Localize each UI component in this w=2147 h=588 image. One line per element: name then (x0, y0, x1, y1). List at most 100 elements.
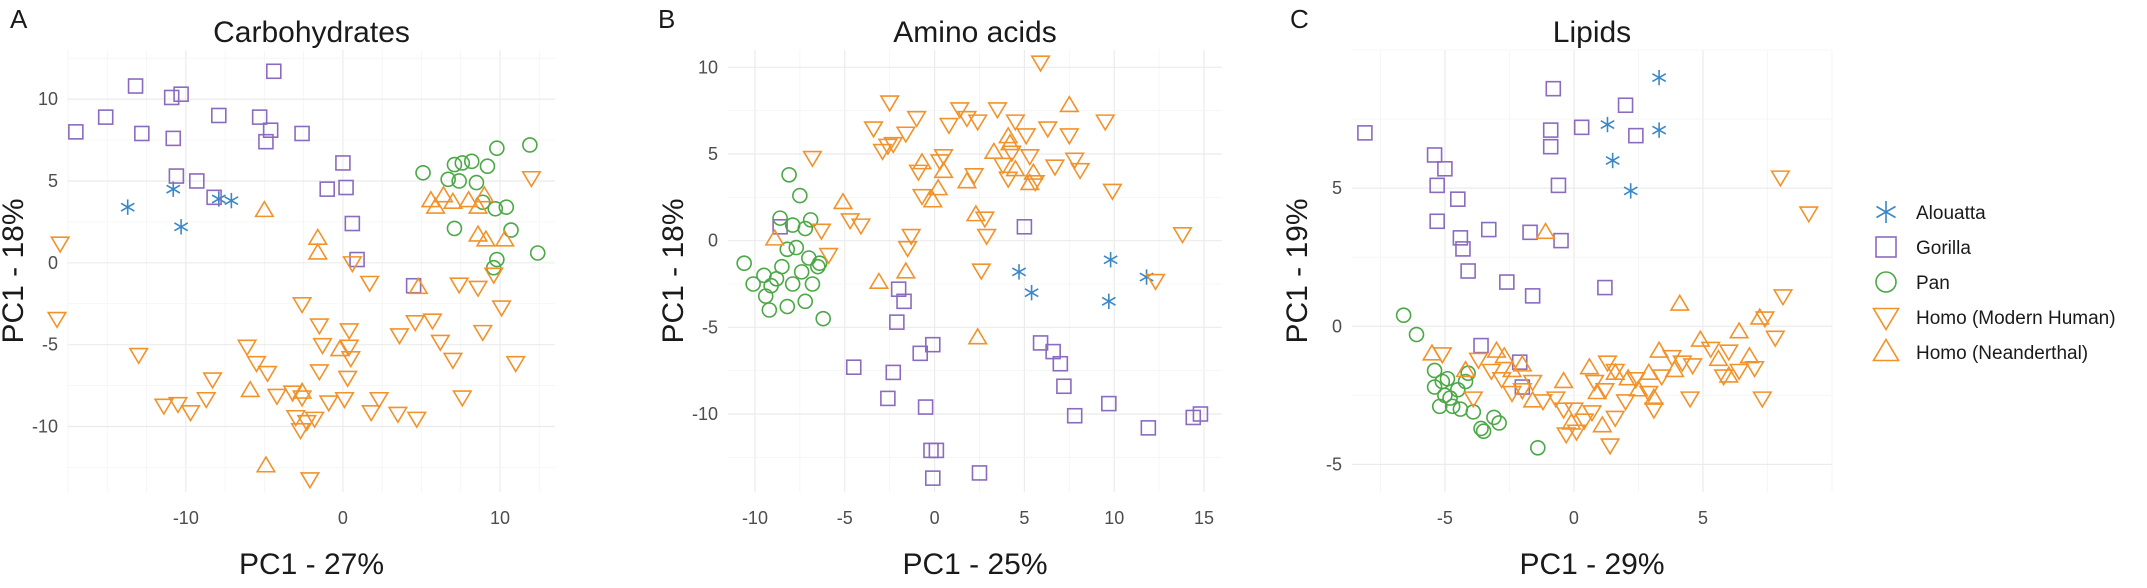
y-tick-label: 0 (1332, 316, 1342, 336)
point-homo-neanderthal (240, 380, 261, 398)
point-homo-modern-human (290, 423, 311, 441)
point-pan (1439, 370, 1456, 387)
point-homo-modern-human (811, 223, 832, 241)
point-gorilla (1617, 97, 1634, 114)
point-homo-modern-human (998, 171, 1019, 189)
point-pan (1475, 423, 1492, 440)
point-gorilla (1460, 263, 1476, 279)
point-gorilla (1192, 406, 1209, 422)
point-homo-neanderthal (764, 228, 785, 246)
point-gorilla (1455, 241, 1471, 257)
panel-title: Amino acids (893, 16, 1056, 49)
point-pan (756, 267, 772, 284)
y-tick-label: -5 (42, 335, 58, 355)
point-homo-modern-human (449, 277, 470, 295)
point-pan (522, 137, 538, 153)
panel-title: Lipids (1553, 16, 1631, 49)
panel-letter: C (1290, 4, 1309, 34)
point-homo-modern-human (1574, 413, 1595, 431)
legend-key-pan (1875, 271, 1897, 293)
point-homo-neanderthal (928, 178, 949, 196)
point-homo-modern-human (1556, 427, 1577, 445)
point-gorilla (1542, 138, 1559, 155)
point-pan (1486, 409, 1502, 426)
point-homo-modern-human (1059, 128, 1080, 146)
point-homo-modern-human (387, 406, 409, 424)
point-gorilla (338, 179, 354, 196)
point-homo-neanderthal (1638, 362, 1659, 380)
series-homo-neanderthal (240, 185, 515, 473)
point-pan (1457, 373, 1474, 390)
point-homo-modern-human (1772, 289, 1794, 307)
point-homo-neanderthal (458, 190, 479, 208)
point-homo-neanderthal (1501, 360, 1523, 378)
x-axis-label: PC1 - 25% (902, 548, 1047, 581)
legend-key-alouatta (1876, 201, 1896, 223)
point-homo-neanderthal (933, 161, 954, 179)
point-homo-modern-human (1798, 206, 1819, 224)
point-homo-modern-human (1501, 385, 1523, 403)
point-pan (779, 298, 796, 315)
point-homo-modern-human (422, 313, 443, 331)
point-homo-modern-human (1752, 391, 1773, 409)
point-gorilla (889, 314, 905, 330)
point-gorilla (1101, 395, 1117, 412)
panel-amino-acids: B Amino acids -10 -5 0 5 10 15 -10 -5 0 5 10 PC1 - 25… (657, 4, 1222, 581)
point-pan (1395, 307, 1412, 324)
point-homo-modern-human (1615, 394, 1636, 412)
x-tick-label: 15 (1194, 508, 1214, 528)
point-homo-neanderthal (408, 277, 429, 295)
legend-key-gorilla (1875, 236, 1897, 258)
point-homo-modern-human (1638, 385, 1659, 403)
point-pan (792, 187, 808, 204)
series-homo-modern-human (46, 170, 542, 490)
point-gorilla (880, 390, 896, 407)
point-gorilla (294, 125, 310, 142)
point-pan (802, 212, 819, 228)
legend-item-homo-modern-human: Homo (Modern Human) (1872, 307, 2116, 332)
point-homo-modern-human (167, 396, 189, 414)
point-gorilla (262, 122, 279, 139)
point-homo-modern-human (1661, 349, 1683, 367)
point-homo-modern-human (1553, 402, 1574, 420)
series-gorilla (1357, 80, 1644, 395)
point-homo-modern-human (1713, 369, 1734, 387)
point-gorilla (1522, 224, 1538, 241)
point-pan (1452, 401, 1469, 417)
point-homo-modern-human (1700, 341, 1721, 359)
point-homo-neanderthal (1628, 379, 1649, 397)
point-homo-modern-human (1599, 438, 1621, 456)
point-homo-modern-human (1019, 148, 1040, 167)
point-homo-modern-human (933, 148, 954, 167)
data-points (1357, 69, 1819, 456)
point-homo-modern-human (938, 117, 960, 135)
y-tick-label: 5 (708, 144, 718, 164)
point-homo-modern-human (368, 391, 390, 410)
point-pan (1408, 326, 1425, 343)
point-pan (529, 245, 546, 261)
point-homo-modern-human (202, 372, 223, 390)
panel-carbohydrates: A Carbohydrates -10 0 10 -10 -5 0 5 10 PC1 - 27% PC… (0, 4, 555, 581)
point-gorilla (924, 470, 941, 486)
y-axis-label: PC1 - 18% (0, 198, 30, 343)
point-gorilla (258, 133, 274, 150)
point-homo-modern-human (153, 398, 174, 416)
point-gorilla (211, 107, 227, 124)
point-homo-neanderthal (1587, 382, 1608, 400)
point-homo-neanderthal (895, 261, 916, 279)
legend-label: Homo (Modern Human) (1916, 308, 2116, 329)
point-homo-modern-human (863, 121, 884, 139)
point-gorilla (1066, 407, 1083, 424)
y-tick-label: -10 (692, 404, 718, 424)
point-homo-modern-human (318, 395, 339, 413)
point-homo-neanderthal (1005, 159, 1026, 177)
point-homo-neanderthal (1494, 346, 1515, 364)
point-alouatta (174, 219, 189, 235)
point-homo-modern-human (802, 150, 823, 168)
y-tick-label: 10 (698, 57, 718, 77)
point-gorilla (1426, 147, 1443, 163)
point-gorilla (1429, 213, 1445, 230)
legend-key-homo-neanderthal (1872, 337, 1900, 362)
point-homo-modern-human (196, 391, 217, 410)
y-tick-label: 5 (1332, 178, 1342, 198)
